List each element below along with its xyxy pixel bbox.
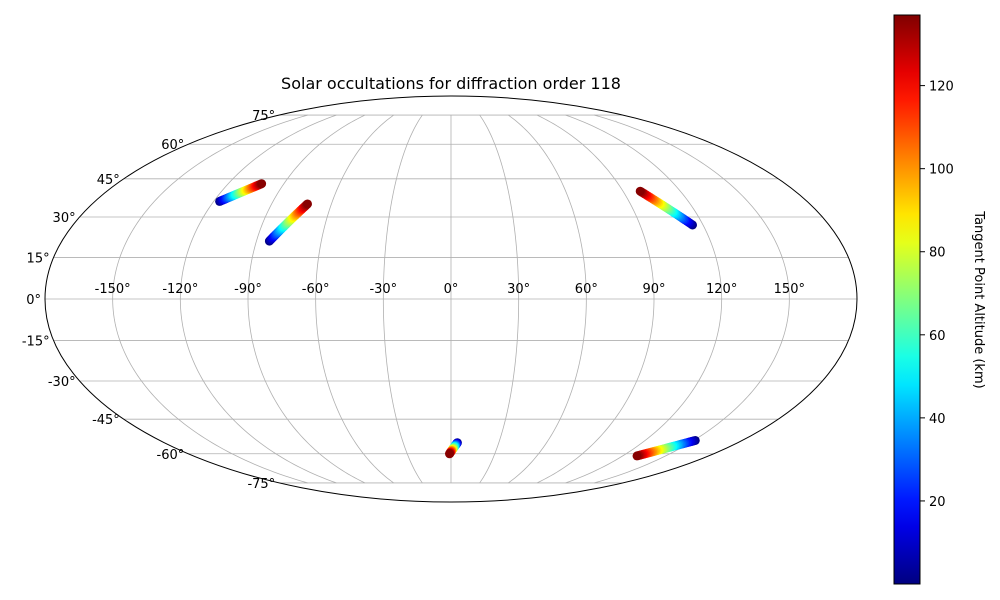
latitude-tick-label: -75°	[247, 477, 275, 492]
longitude-gridline	[247, 114, 366, 484]
graticule	[45, 114, 857, 484]
latitude-tick-label: 60°	[161, 138, 184, 153]
colorbar-tick-label: 100	[929, 163, 954, 178]
latitude-tick-label: 45°	[97, 173, 120, 188]
occultation-track	[632, 435, 700, 461]
longitude-tick-label: -90°	[234, 282, 262, 297]
longitude-gridline	[508, 114, 587, 484]
latitude-tick-label: 30°	[53, 211, 76, 226]
longitude-tick-label: 0°	[444, 282, 459, 297]
latitude-tick-label: 0°	[26, 293, 41, 308]
occultation-point	[445, 449, 455, 459]
latitude-tick-label: -30°	[48, 375, 76, 390]
longitude-gridline	[112, 114, 308, 484]
colorbar-gradient	[893, 14, 921, 585]
occultation-point	[632, 451, 642, 461]
colorbar-tick-label: 20	[929, 495, 946, 510]
longitude-tick-label: 120°	[706, 282, 737, 297]
occultation-track	[215, 179, 267, 206]
latitude-tick-labels: -75° -60° -45° -30° -15° 0° 15° 30° 45° 60° 75°	[22, 109, 275, 492]
occultation-point	[635, 186, 645, 196]
map-boundary	[44, 95, 858, 503]
colorbar-label: Tangent Point Altitude (km)	[971, 210, 986, 388]
longitude-tick-labels: -150° -120° -90° -60° -30° 0° 30° 60° 90° 120° 150…	[95, 282, 805, 297]
longitude-gridline	[479, 114, 520, 484]
latitude-tick-label: -15°	[22, 335, 50, 350]
longitude-gridline	[565, 114, 723, 484]
latitude-tick-label: -60°	[157, 448, 185, 463]
occultation-point	[257, 179, 267, 189]
colorbar: 20 40 60 80 100 120 Tangent Point Altitude (k…	[893, 14, 986, 585]
latitude-tick-label: 15°	[27, 251, 50, 266]
longitude-gridline	[536, 114, 655, 484]
longitude-gridline	[382, 114, 423, 484]
longitude-tick-label: -120°	[162, 282, 198, 297]
longitude-gridline	[179, 114, 337, 484]
longitude-tick-label: 150°	[774, 282, 805, 297]
occultation-track	[445, 438, 462, 459]
occultation-track	[264, 199, 313, 246]
longitude-gridline	[594, 114, 790, 484]
longitude-tick-label: -150°	[95, 282, 131, 297]
longitude-tick-label: -60°	[302, 282, 330, 297]
colorbar-tick-label: 80	[929, 246, 946, 261]
latitude-tick-label: 75°	[252, 109, 275, 124]
colorbar-ticks: 20 40 60 80 100 120	[920, 80, 954, 510]
longitude-gridline	[315, 114, 394, 484]
occultation-track	[635, 186, 698, 230]
longitude-tick-label: -30°	[369, 282, 397, 297]
longitude-tick-label: 30°	[507, 282, 530, 297]
occultation-point	[303, 199, 313, 209]
colorbar-tick-label: 60	[929, 329, 946, 344]
colorbar-tick-label: 40	[929, 412, 946, 427]
longitude-tick-label: 90°	[642, 282, 665, 297]
latitude-tick-label: -45°	[92, 413, 120, 428]
chart-title: Solar occultations for diffraction order…	[281, 74, 621, 93]
longitude-tick-label: 60°	[575, 282, 598, 297]
occultation-tracks	[215, 179, 700, 461]
colorbar-tick-label: 120	[929, 80, 954, 95]
